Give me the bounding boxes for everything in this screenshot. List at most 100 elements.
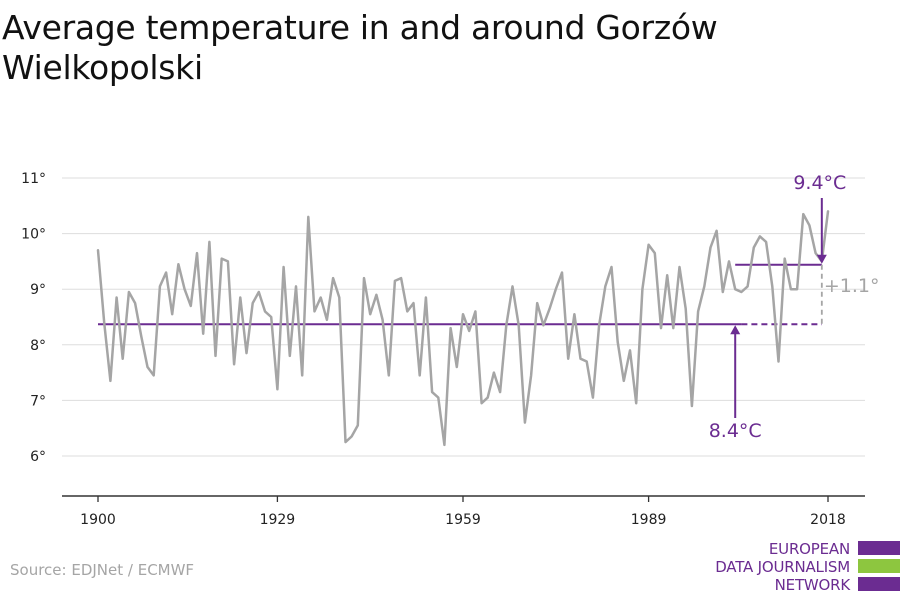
data-point xyxy=(753,246,755,248)
x-tick-label: 1900 xyxy=(80,512,116,528)
data-point xyxy=(239,296,241,298)
data-point xyxy=(536,302,538,304)
data-point xyxy=(134,302,136,304)
data-point xyxy=(128,291,130,293)
data-point xyxy=(97,249,99,251)
data-point xyxy=(796,288,798,290)
data-point xyxy=(468,330,470,332)
data-point xyxy=(672,327,674,329)
data-point xyxy=(406,310,408,312)
data-point xyxy=(808,224,810,226)
data-point xyxy=(103,321,105,323)
data-point xyxy=(320,296,322,298)
data-point xyxy=(140,335,142,337)
annotations: 9.4°C 8.4°C +1.1° xyxy=(709,172,880,442)
data-point xyxy=(814,252,816,254)
data-point xyxy=(252,302,254,304)
data-point xyxy=(264,310,266,312)
data-point xyxy=(437,396,439,398)
data-point xyxy=(499,391,501,393)
y-tick-label: 11° xyxy=(21,171,46,187)
data-point xyxy=(759,235,761,237)
data-point xyxy=(660,327,662,329)
data-point xyxy=(153,374,155,376)
y-tick-label: 10° xyxy=(21,227,46,243)
data-point xyxy=(394,280,396,282)
recent-average-arrow-head xyxy=(816,254,827,264)
data-point xyxy=(480,402,482,404)
logo-line-1: EUROPEAN xyxy=(768,540,850,558)
x-axis xyxy=(62,495,865,502)
data-point xyxy=(115,296,117,298)
data-point xyxy=(462,313,464,315)
data-point xyxy=(790,288,792,290)
data-point xyxy=(697,310,699,312)
data-point xyxy=(233,363,235,365)
y-tick-label: 8° xyxy=(30,338,46,354)
data-point xyxy=(561,271,563,273)
data-point xyxy=(338,296,340,298)
data-point xyxy=(598,324,600,326)
data-point xyxy=(388,374,390,376)
data-point xyxy=(289,355,291,357)
x-tick-label: 1959 xyxy=(445,512,481,528)
logo-bar-purple-top xyxy=(858,541,900,555)
delta-label: +1.1° xyxy=(824,275,880,297)
data-point xyxy=(592,396,594,398)
data-point xyxy=(610,266,612,268)
data-point xyxy=(245,352,247,354)
data-point xyxy=(518,324,520,326)
data-point xyxy=(122,358,124,360)
data-point xyxy=(357,424,359,426)
data-point xyxy=(301,374,303,376)
data-point xyxy=(419,374,421,376)
data-point xyxy=(827,210,829,212)
data-point xyxy=(295,285,297,287)
data-point xyxy=(728,260,730,262)
series-line-1 xyxy=(96,210,830,447)
data-point xyxy=(654,252,656,254)
data-point xyxy=(202,333,204,335)
y-tick-label: 9° xyxy=(30,282,46,298)
data-point xyxy=(629,349,631,351)
chart-title: Average temperature in and around Gorzów… xyxy=(2,8,718,87)
data-point xyxy=(214,355,216,357)
data-point xyxy=(146,366,148,368)
data-point xyxy=(666,274,668,276)
data-point xyxy=(604,285,606,287)
data-point xyxy=(542,324,544,326)
x-tick-label: 1929 xyxy=(260,512,296,528)
data-point xyxy=(567,358,569,360)
baseline-average-label: 8.4°C xyxy=(709,420,762,442)
data-point xyxy=(109,380,111,382)
data-point xyxy=(617,341,619,343)
data-point xyxy=(196,252,198,254)
data-point xyxy=(746,285,748,287)
data-point xyxy=(777,360,779,362)
data-point xyxy=(709,246,711,248)
data-point xyxy=(740,291,742,293)
data-point xyxy=(326,319,328,321)
data-point xyxy=(332,277,334,279)
data-point xyxy=(548,308,550,310)
logo-bar-purple-bottom xyxy=(858,577,900,591)
data-point xyxy=(449,327,451,329)
data-point xyxy=(573,313,575,315)
data-point xyxy=(722,291,724,293)
logo-bar-green xyxy=(858,559,900,573)
data-point xyxy=(586,360,588,362)
data-point xyxy=(456,366,458,368)
data-point xyxy=(678,266,680,268)
data-point xyxy=(165,271,167,273)
source-note: Source: EDJNet / ECMWF xyxy=(10,561,195,579)
data-point xyxy=(493,371,495,373)
data-point xyxy=(802,213,804,215)
data-point xyxy=(425,296,427,298)
data-point xyxy=(208,241,210,243)
data-point xyxy=(691,405,693,407)
series-layer xyxy=(96,210,830,447)
data-point xyxy=(487,396,489,398)
data-point xyxy=(412,302,414,304)
data-point xyxy=(641,288,643,290)
x-tick-labels: 1900 1929 1959 1989 2018 xyxy=(80,512,846,528)
